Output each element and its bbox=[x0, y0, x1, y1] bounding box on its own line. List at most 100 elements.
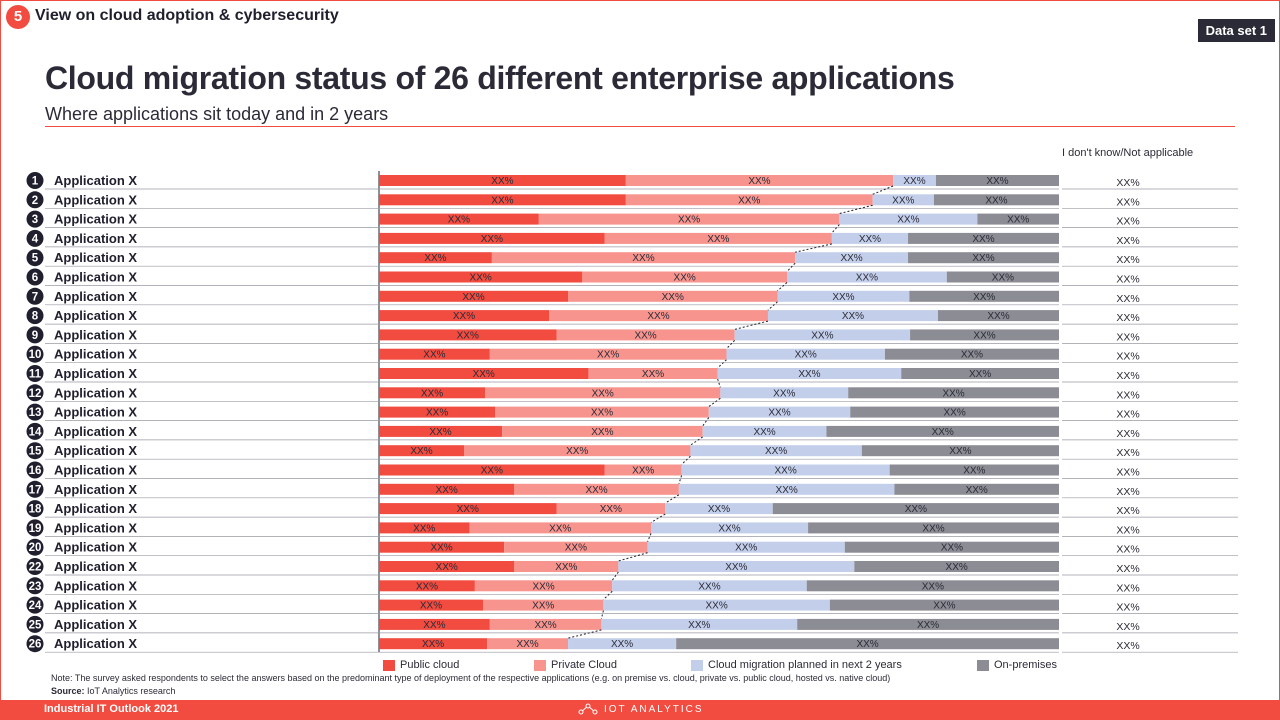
bar-segment-private bbox=[625, 194, 873, 206]
legend-item-private: Private Cloud bbox=[534, 659, 617, 671]
legend-item-onprem: On-premises bbox=[977, 659, 1057, 671]
bar-segment-private bbox=[549, 310, 768, 322]
data-label-public: XX% bbox=[422, 639, 444, 650]
footer-logo-text: IOT ANALYTICS bbox=[604, 703, 704, 715]
dont-know-value: XX% bbox=[1116, 582, 1139, 594]
data-label-planned: XX% bbox=[735, 543, 757, 554]
rank-number: 10 bbox=[29, 349, 42, 361]
bar-segment-public bbox=[379, 618, 490, 630]
bar-segment-private bbox=[514, 561, 619, 572]
bar-segment-planned bbox=[601, 618, 798, 630]
legend-swatch-onprem bbox=[977, 659, 989, 671]
data-label-planned: XX% bbox=[856, 273, 878, 284]
rank-badge bbox=[26, 480, 44, 498]
rank-number: 3 bbox=[32, 214, 38, 226]
bar-segment-public bbox=[379, 464, 605, 476]
legend-swatch-public bbox=[383, 659, 395, 671]
cloud-boundary-dash bbox=[872, 185, 894, 195]
data-label-private: XX% bbox=[592, 388, 614, 399]
data-label-planned: XX% bbox=[897, 215, 919, 226]
bar-segment-private bbox=[604, 464, 682, 476]
data-label-planned: XX% bbox=[753, 427, 775, 438]
data-label-private: XX% bbox=[738, 195, 760, 206]
legend-item-public: Public cloud bbox=[383, 659, 459, 671]
bar-segment-onprem bbox=[909, 290, 1059, 302]
data-label-public: XX% bbox=[491, 176, 513, 187]
dont-know-value: XX% bbox=[1116, 486, 1139, 498]
rank-number: 16 bbox=[29, 465, 42, 477]
bar-segment-public bbox=[379, 310, 549, 322]
data-label-onprem: XX% bbox=[973, 292, 995, 303]
cloud-boundary-dash bbox=[650, 513, 666, 523]
dont-know-value: XX% bbox=[1116, 467, 1139, 479]
cloud-boundary-dash bbox=[647, 533, 652, 542]
bar-segment-planned bbox=[612, 580, 807, 592]
bar-segment-public bbox=[379, 175, 626, 186]
row-label: Application X bbox=[54, 385, 137, 400]
bar-segment-onprem bbox=[808, 522, 1059, 534]
dont-know-value: XX% bbox=[1116, 524, 1139, 536]
dont-know-value: XX% bbox=[1116, 544, 1139, 556]
data-label-planned: XX% bbox=[706, 601, 728, 612]
row-label: Application X bbox=[54, 578, 137, 593]
data-label-planned: XX% bbox=[892, 195, 914, 206]
bar-segment-public bbox=[379, 483, 515, 495]
row-label: Application X bbox=[54, 598, 137, 613]
row-label: Application X bbox=[54, 443, 137, 458]
dataset-badge[interactable]: Data set 1 bbox=[1197, 19, 1275, 42]
bar-segment-onprem bbox=[829, 599, 1059, 611]
cloud-boundary-dash bbox=[795, 243, 832, 253]
cloud-boundary-dash bbox=[767, 301, 778, 311]
data-label-public: XX% bbox=[491, 195, 513, 206]
bar-segment-public bbox=[379, 290, 569, 302]
data-label-public: XX% bbox=[481, 466, 503, 477]
data-label-planned: XX% bbox=[765, 446, 787, 457]
data-label-private: XX% bbox=[591, 427, 613, 438]
legend-item-planned: Cloud migration planned in next 2 years bbox=[691, 659, 902, 671]
data-label-private: XX% bbox=[642, 369, 664, 380]
bar-segment-private bbox=[489, 618, 602, 630]
bar-segment-planned bbox=[702, 425, 827, 437]
data-label-public: XX% bbox=[423, 350, 445, 361]
dont-know-value: XX% bbox=[1116, 409, 1139, 421]
bar-segment-onprem bbox=[861, 445, 1059, 457]
dont-know-value: XX% bbox=[1116, 196, 1139, 208]
data-label-planned: XX% bbox=[798, 369, 820, 380]
data-label-planned: XX% bbox=[832, 292, 854, 303]
bar-segment-private bbox=[556, 329, 735, 341]
dont-know-value: XX% bbox=[1116, 216, 1139, 228]
data-label-private: XX% bbox=[707, 234, 729, 245]
rank-number: 15 bbox=[29, 446, 42, 458]
row-label: Application X bbox=[54, 617, 137, 632]
data-label-planned: XX% bbox=[795, 350, 817, 361]
bar-segment-private bbox=[487, 638, 569, 650]
rank-badge bbox=[26, 268, 44, 286]
data-label-planned: XX% bbox=[698, 581, 720, 592]
rank-number: 24 bbox=[29, 600, 42, 612]
data-label-onprem: XX% bbox=[922, 581, 944, 592]
data-label-onprem: XX% bbox=[966, 485, 988, 496]
row-label: Application X bbox=[54, 347, 137, 362]
bar-segment-planned bbox=[665, 503, 773, 515]
rank-badge bbox=[26, 500, 44, 518]
data-label-private: XX% bbox=[647, 311, 669, 322]
data-label-planned: XX% bbox=[688, 620, 710, 631]
data-label-planned: XX% bbox=[776, 485, 798, 496]
rank-badge bbox=[26, 519, 44, 537]
bar-segment-planned bbox=[839, 213, 978, 225]
dont-know-value: XX% bbox=[1116, 447, 1139, 459]
bar-segment-planned bbox=[734, 329, 911, 341]
stacked-bar-chart: 1 Application X XX% XX% XX% XX% XX%2 Applicatio… bbox=[26, 171, 1238, 653]
row-label: Application X bbox=[54, 482, 137, 497]
rank-number: 20 bbox=[29, 542, 42, 554]
bar-segment-planned bbox=[717, 368, 902, 379]
data-label-onprem: XX% bbox=[917, 620, 939, 631]
source-line: Source: IoT Analytics research bbox=[51, 686, 175, 696]
rank-number: 17 bbox=[29, 484, 42, 496]
data-label-onprem: XX% bbox=[944, 408, 966, 419]
data-label-onprem: XX% bbox=[856, 639, 878, 650]
data-label-private: XX% bbox=[532, 601, 554, 612]
row-label: Application X bbox=[54, 192, 137, 207]
bar-segment-private bbox=[514, 483, 679, 495]
rank-badge bbox=[26, 172, 44, 189]
